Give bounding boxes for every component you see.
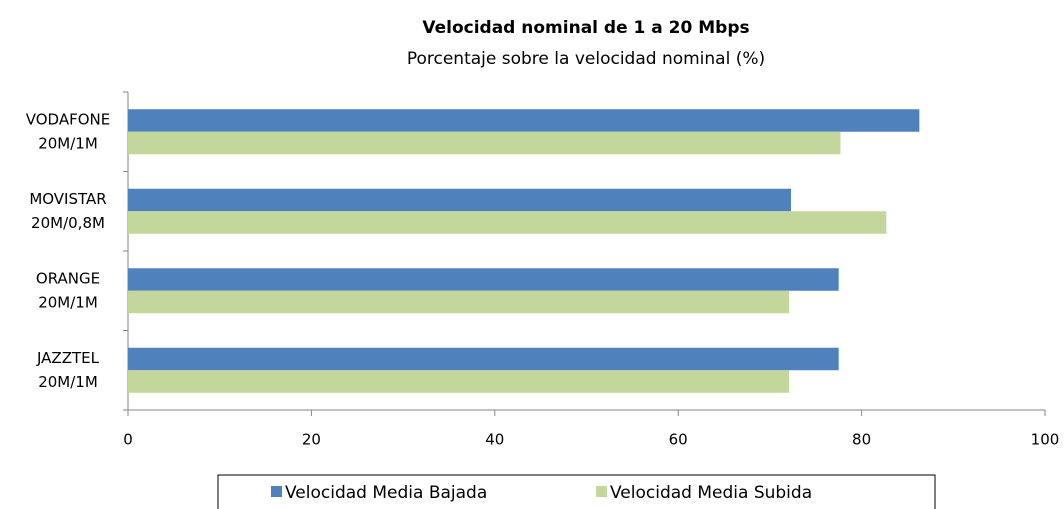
x-tick-label: 80 xyxy=(852,431,871,449)
x-tick-label: 0 xyxy=(123,431,133,449)
bar xyxy=(128,370,790,393)
y-tick-label: 20M/0,8M xyxy=(31,214,105,232)
x-tick-label: 60 xyxy=(669,431,688,449)
legend-box xyxy=(217,474,936,509)
legend-label: Velocidad Media Bajada xyxy=(285,483,487,503)
y-tick-label: JAZZTEL xyxy=(36,349,100,367)
bar xyxy=(128,131,841,155)
y-tick-label: 20M/1M xyxy=(38,373,98,391)
bar xyxy=(128,109,920,132)
bar xyxy=(128,290,790,314)
y-tick-label: ORANGE xyxy=(36,269,100,287)
y-tick-label: 20M/1M xyxy=(38,134,98,152)
legend-swatch xyxy=(596,486,607,497)
x-tick-label: 100 xyxy=(1031,431,1060,449)
y-tick-label: VODAFONE xyxy=(26,110,111,128)
bar xyxy=(128,347,839,371)
bar xyxy=(128,268,839,291)
legend-swatch xyxy=(271,486,282,497)
bar xyxy=(128,188,791,212)
bar xyxy=(128,211,887,234)
chart-subtitle: Porcentaje sobre la velocidad nominal (%… xyxy=(407,49,765,69)
y-tick-label: 20M/1M xyxy=(38,293,98,311)
x-tick-label: 20 xyxy=(302,431,321,449)
chart-title: Velocidad nominal de 1 a 20 Mbps xyxy=(422,18,749,38)
y-tick-label: MOVISTAR xyxy=(29,190,106,208)
x-tick-label: 40 xyxy=(485,431,504,449)
legend-label: Velocidad Media Subida xyxy=(610,483,812,503)
